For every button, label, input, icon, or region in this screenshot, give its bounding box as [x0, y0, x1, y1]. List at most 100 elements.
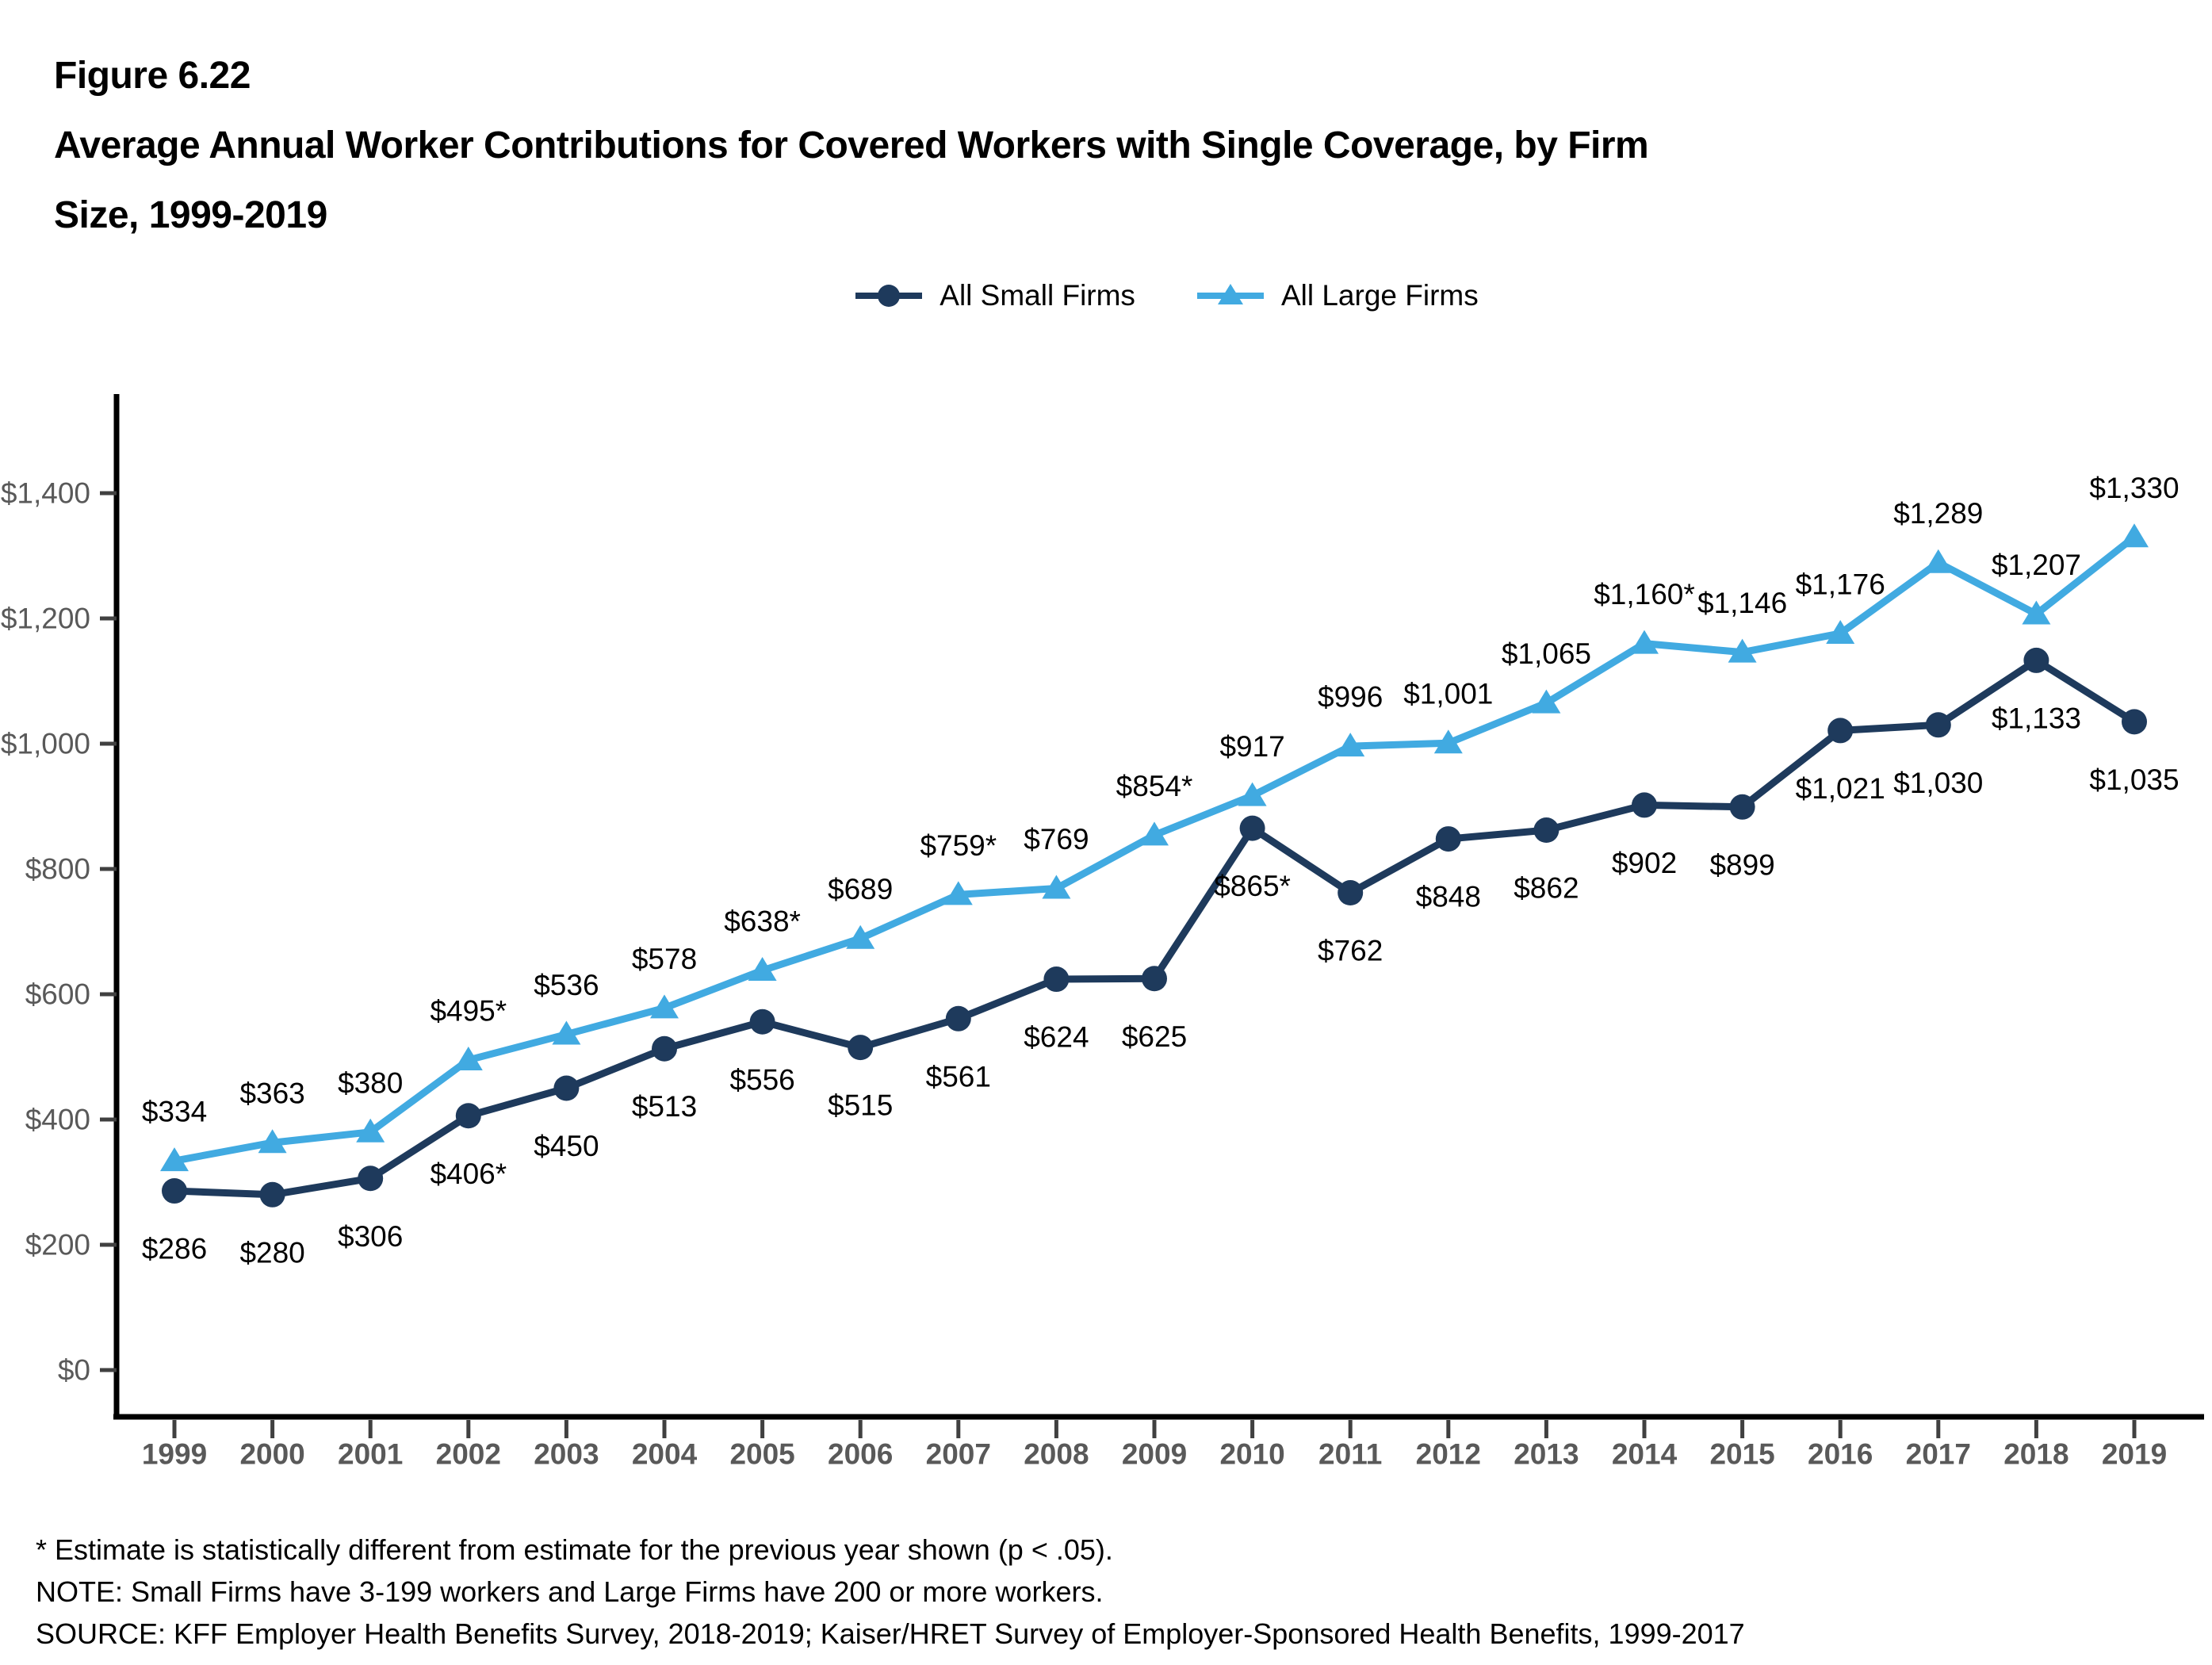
- data-point: [1043, 966, 1070, 993]
- footnote-asterisk: * Estimate is statistically different fr…: [36, 1533, 1113, 1566]
- data-label: $1,160*: [1594, 578, 1695, 610]
- figure-title: Figure 6.22 Average Annual Worker Contri…: [54, 41, 1649, 251]
- x-tick-label: 2011: [1318, 1438, 1382, 1471]
- data-point: [552, 1020, 581, 1045]
- data-point: [1239, 815, 1265, 841]
- data-point: [553, 1075, 580, 1101]
- x-tick-label: 2005: [729, 1438, 794, 1471]
- data-label: $306: [338, 1220, 403, 1253]
- data-label: $536: [534, 969, 599, 1001]
- x-tick-label: 2016: [1808, 1438, 1873, 1471]
- legend-marker-triangle-icon: [1196, 284, 1264, 304]
- legend-item-all-large-firms: All Large Firms: [1194, 279, 1479, 312]
- data-point: [1827, 718, 1854, 744]
- data-point: [1140, 821, 1169, 846]
- axes: [113, 394, 2204, 1420]
- data-point: [2023, 647, 2049, 673]
- data-point: [162, 1178, 187, 1204]
- y-tick-label: $800: [25, 853, 90, 886]
- data-label: $625: [1122, 1020, 1187, 1053]
- data-point: [652, 1035, 677, 1062]
- x-tick-label: 2018: [2003, 1438, 2068, 1471]
- data-label: $902: [1612, 847, 1677, 879]
- data-label: $334: [142, 1096, 207, 1128]
- data-label: $899: [1709, 848, 1774, 881]
- data-label: $854*: [1116, 770, 1193, 802]
- data-label: $638*: [724, 905, 801, 937]
- x-tick-label: 2003: [534, 1438, 599, 1471]
- data-label: $1,001: [1403, 678, 1493, 710]
- legend-item-all-small-firms: All Small Firms: [852, 279, 1135, 312]
- data-point: [1336, 733, 1365, 757]
- data-point: [1142, 966, 1167, 992]
- data-point: [259, 1181, 285, 1208]
- x-tick-label: 2019: [2102, 1438, 2167, 1471]
- data-label: $406*: [430, 1158, 507, 1190]
- footnote-note: NOTE: Small Firms have 3-199 workers and…: [36, 1575, 1104, 1608]
- data-point: [1728, 638, 1757, 663]
- data-label: $762: [1318, 935, 1383, 967]
- data-point: [1433, 729, 1463, 754]
- y-tick-label: $1,200: [1, 603, 90, 635]
- data-point: [748, 956, 777, 981]
- data-label: $1,035: [2089, 764, 2179, 796]
- x-tick-label: 2007: [926, 1438, 991, 1471]
- data-label: $1,289: [1893, 497, 1983, 530]
- x-tick-label: 2006: [828, 1438, 893, 1471]
- data-label: $556: [729, 1063, 794, 1096]
- x-tick-label: 2010: [1219, 1438, 1284, 1471]
- data-point: [1238, 782, 1267, 806]
- data-point: [258, 1129, 287, 1154]
- series-all-small-firms: $286 $280 $306 $406* $450 $513 $556 $515 $561 $62…: [142, 647, 2179, 1269]
- data-label: $1,207: [1992, 549, 2081, 581]
- data-point: [356, 1118, 385, 1143]
- y-tick-label: $200: [25, 1229, 90, 1261]
- y-tick-label: $600: [25, 978, 90, 1011]
- data-label: $513: [632, 1090, 697, 1123]
- y-tick-label: $400: [25, 1104, 90, 1136]
- data-point: [1923, 549, 1953, 573]
- legend: All Small Firms All Large Firms: [0, 279, 2212, 312]
- figure-title-line-2: Size, 1999-2019: [54, 194, 327, 236]
- data-point: [846, 924, 875, 949]
- data-point: [1925, 712, 1951, 738]
- y-axis-ticks: $0 $200 $400 $600 $800 $1,000 $1,200 $1,400: [1, 477, 117, 1387]
- data-label: $769: [1024, 823, 1089, 855]
- data-point: [2022, 600, 2051, 625]
- data-label: $996: [1318, 681, 1383, 714]
- data-label: $759*: [920, 829, 997, 862]
- data-point: [943, 881, 973, 905]
- data-label: $578: [632, 943, 697, 975]
- data-point: [160, 1147, 189, 1172]
- data-point: [1435, 826, 1461, 852]
- data-label: $286: [142, 1233, 207, 1265]
- legend-label: All Small Firms: [940, 279, 1135, 312]
- data-point: [453, 1046, 483, 1070]
- x-tick-label: 2004: [632, 1438, 698, 1471]
- data-label: $689: [828, 873, 893, 905]
- x-tick-label: 2012: [1416, 1438, 1481, 1471]
- data-point: [1533, 817, 1559, 844]
- data-label: $624: [1024, 1021, 1089, 1054]
- data-label: $1,021: [1796, 772, 1885, 805]
- data-label: $363: [239, 1077, 304, 1110]
- data-point: [455, 1103, 481, 1129]
- y-tick-label: $1,400: [1, 477, 90, 510]
- x-tick-label: 2008: [1024, 1438, 1089, 1471]
- figure-title-line-1: Average Annual Worker Contributions for …: [54, 124, 1649, 166]
- data-point: [2120, 523, 2149, 548]
- x-tick-label: 2002: [436, 1438, 501, 1471]
- x-tick-label: 1999: [142, 1438, 207, 1471]
- data-label: $1,133: [1992, 702, 2081, 734]
- data-label: $1,065: [1502, 637, 1591, 670]
- x-tick-label: 2014: [1612, 1438, 1678, 1471]
- data-label: $917: [1219, 730, 1284, 763]
- figure-number: Figure 6.22: [54, 55, 251, 97]
- data-point: [945, 1005, 971, 1032]
- data-label: $1,146: [1697, 587, 1787, 619]
- x-tick-label: 2013: [1514, 1438, 1579, 1471]
- data-label: $1,176: [1796, 568, 1885, 600]
- x-tick-label: 2017: [1906, 1438, 1971, 1471]
- data-point: [1042, 875, 1071, 899]
